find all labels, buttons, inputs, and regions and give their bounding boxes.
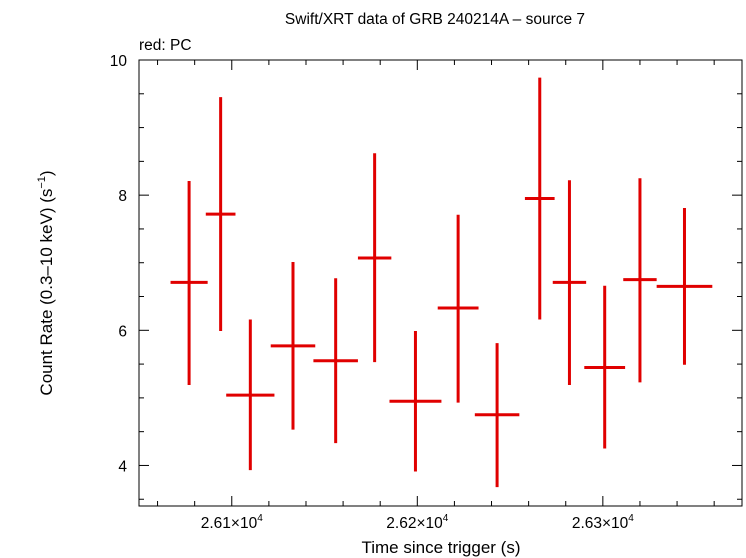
x-tick-label: 2.63×104 (572, 513, 634, 532)
x-tick-label: 2.62×104 (386, 513, 448, 532)
y-tick-label: 4 (118, 458, 127, 475)
plot-frame (138, 59, 743, 507)
data-point (552, 180, 587, 386)
data-point (357, 153, 392, 363)
data-point (270, 262, 316, 430)
y-axis-label: Count Rate (0.3–10 keV) (s−1) (36, 170, 56, 395)
data-point (474, 343, 520, 488)
x-tick-label: 2.61×104 (201, 513, 263, 532)
y-tick-labels: 4 6 8 10 (110, 53, 128, 475)
chart-subtitle: red: PC (139, 37, 192, 54)
y-tick-label: 6 (118, 323, 127, 340)
chart-title: Swift/XRT data of GRB 240214A – source 7 (285, 11, 585, 28)
data-point (524, 77, 555, 320)
y-tick-label: 8 (118, 188, 127, 205)
data-point (584, 285, 626, 449)
data-point (226, 319, 275, 471)
x-tick-labels: 2.61×104 2.62×104 2.63×104 (201, 513, 635, 532)
data-point (437, 214, 479, 403)
y-tick-label: 10 (110, 53, 128, 70)
data-point (389, 330, 442, 472)
data-point (205, 97, 236, 331)
data-point (656, 207, 713, 365)
data-point (623, 178, 657, 383)
data-point (313, 278, 358, 444)
data-point (170, 180, 208, 386)
axis-ticks (139, 59, 742, 506)
data-points (170, 77, 713, 488)
x-axis-label: Time since trigger (s) (361, 538, 520, 557)
